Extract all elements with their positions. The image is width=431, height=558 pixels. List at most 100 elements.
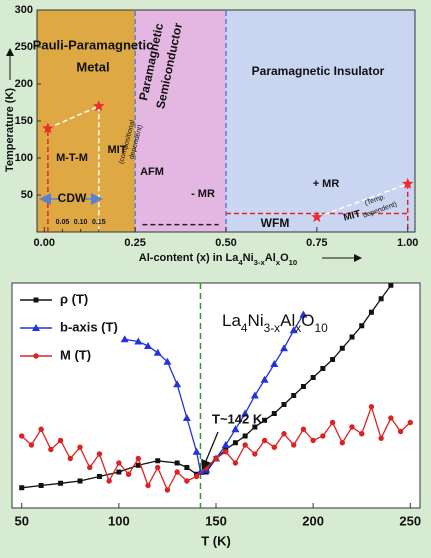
marker	[281, 431, 287, 437]
marker	[261, 437, 268, 444]
marker	[359, 323, 365, 329]
marker	[289, 326, 298, 334]
marker	[388, 283, 394, 288]
marker	[300, 384, 306, 389]
annotation: MIT	[108, 144, 127, 156]
marker	[250, 391, 259, 399]
phase-boundary	[316, 183, 408, 218]
marker	[320, 433, 326, 439]
marker	[378, 296, 384, 302]
marker	[57, 437, 64, 444]
chart-title-part: 10	[314, 321, 328, 335]
marker	[329, 419, 336, 426]
transition-point	[93, 100, 105, 112]
annotation: - MR	[191, 188, 215, 200]
marker	[281, 402, 287, 407]
marker	[299, 310, 308, 318]
marker	[153, 348, 162, 356]
chart-title-part: 4	[241, 321, 248, 335]
marker	[262, 417, 268, 423]
x-tick-label: 0.15	[92, 219, 106, 226]
marker	[241, 409, 250, 417]
marker	[193, 473, 200, 480]
x-axis-label-part: Ni	[243, 252, 254, 264]
marker	[192, 447, 201, 455]
series-group	[19, 283, 413, 493]
marker	[174, 460, 180, 466]
y-tick-label: 300	[15, 4, 33, 16]
annotation: AFM	[140, 166, 164, 178]
phase-boundary	[47, 105, 100, 130]
marker	[184, 465, 190, 470]
marker	[116, 469, 122, 475]
chart-title-part: O	[301, 311, 314, 330]
y-tick-label: 100	[15, 152, 33, 164]
chart-title: La4Ni3-xAlxO10	[222, 311, 328, 335]
phase-region	[135, 10, 226, 232]
marker	[182, 414, 191, 421]
marker	[242, 442, 248, 448]
marker	[184, 478, 190, 484]
x-tick-label: 0.00	[34, 237, 55, 249]
marker	[67, 455, 73, 462]
marker	[213, 455, 219, 462]
marker	[196, 468, 205, 475]
marker	[231, 425, 240, 433]
marker	[310, 375, 316, 380]
marker	[145, 482, 151, 489]
marker	[280, 344, 288, 352]
plot-area	[11, 282, 421, 509]
marker	[349, 334, 355, 340]
marker	[291, 442, 297, 448]
marker	[300, 426, 307, 432]
chart-title-part: Al	[280, 311, 295, 330]
marker	[125, 471, 132, 477]
annotation: WFM	[261, 216, 290, 230]
marker	[155, 458, 161, 464]
annotation: Paramagnetic Insulator	[252, 64, 385, 78]
marker	[38, 426, 44, 432]
marker	[260, 375, 269, 383]
x-tick-label: 100	[108, 513, 130, 528]
annotation: Metal	[76, 59, 109, 74]
chart-title-part: 3-x	[264, 321, 281, 335]
annotation: MIT	[342, 209, 361, 224]
legend-label: M (T)	[60, 347, 91, 362]
x-axis-label-part: x	[276, 258, 281, 267]
y-axis-label: Temperature (K)	[4, 88, 16, 172]
phase-region	[37, 10, 136, 232]
x-axis-label-part: 4	[238, 258, 243, 267]
marker	[407, 419, 413, 426]
marker	[270, 360, 279, 367]
marker	[96, 451, 103, 457]
marker	[135, 462, 141, 468]
marker	[87, 464, 93, 471]
x-tick-label: 250	[399, 513, 421, 528]
marker	[58, 480, 64, 486]
marker	[252, 451, 258, 457]
marker	[144, 342, 152, 349]
marker	[135, 455, 141, 462]
x-tick-label: 50	[14, 513, 28, 528]
legend-marker	[32, 324, 40, 331]
marker	[271, 411, 277, 416]
marker	[242, 433, 248, 439]
x-axis-label-part: Al	[265, 252, 276, 264]
marker	[320, 366, 326, 371]
annotation: Pauli-Paramagnetic	[33, 37, 154, 52]
marker	[368, 404, 375, 410]
y-tick-label: 250	[15, 41, 33, 53]
y-tick-label: 50	[21, 189, 33, 201]
x-tick-label: 0.75	[306, 237, 327, 249]
chart-title-part: La	[222, 311, 241, 330]
legend-label: ρ (T)	[60, 291, 88, 306]
marker	[223, 449, 229, 455]
marker	[330, 357, 336, 362]
marker	[164, 487, 171, 493]
legend-marker	[33, 297, 39, 303]
marker	[339, 440, 345, 446]
x-axis-label-part: 10	[289, 258, 298, 267]
transition-point	[402, 177, 414, 189]
transition-point	[42, 122, 54, 134]
